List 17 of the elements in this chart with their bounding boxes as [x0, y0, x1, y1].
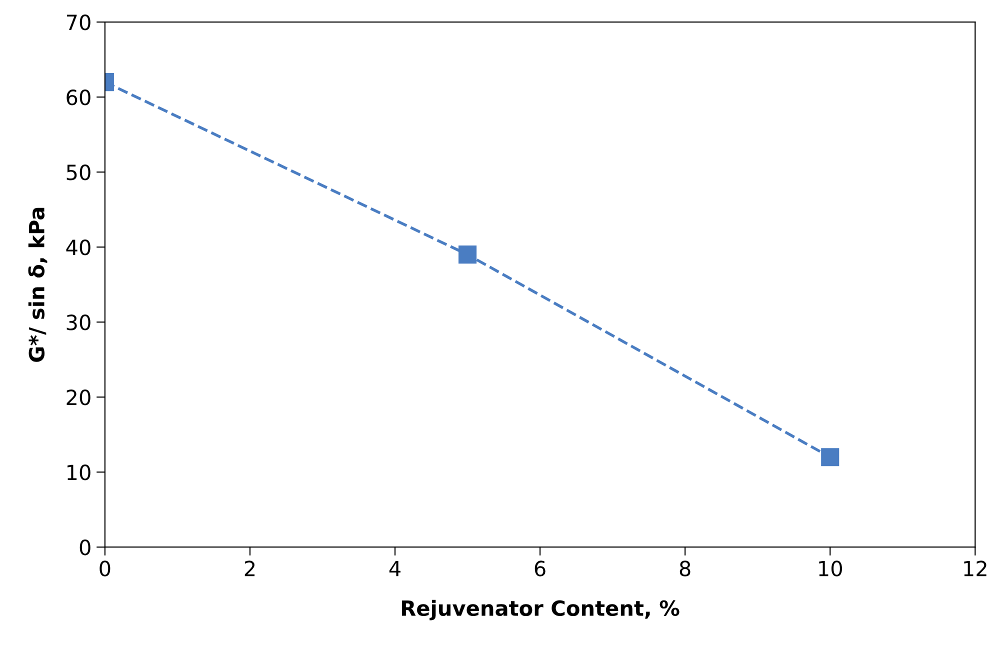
y-tick-label: 20 — [66, 390, 90, 406]
y-tick-label: 60 — [66, 90, 90, 106]
x-tick-label: 10 — [819, 560, 842, 576]
x-axis-title: Rejuvenator Content, % — [402, 600, 680, 620]
x-tick-label: 0 — [100, 560, 110, 576]
x-tick-label: 4 — [389, 560, 400, 576]
x-tick-label: 2 — [244, 560, 255, 576]
x-tick-label: 12 — [964, 560, 986, 576]
y-tick-label: 10 — [68, 464, 90, 480]
y-tick-label: 40 — [66, 240, 90, 256]
x-tick-label: 6 — [534, 560, 546, 576]
y-axis-title: G*/ sin δ, kPa — [28, 208, 48, 362]
y-tick-label: 0 — [80, 540, 90, 556]
y-tick-label: 70 — [66, 14, 90, 30]
y-tick-label: 50 — [66, 164, 90, 180]
x-tick-label: 8 — [680, 560, 690, 576]
y-tick-label: 30 — [66, 314, 90, 330]
